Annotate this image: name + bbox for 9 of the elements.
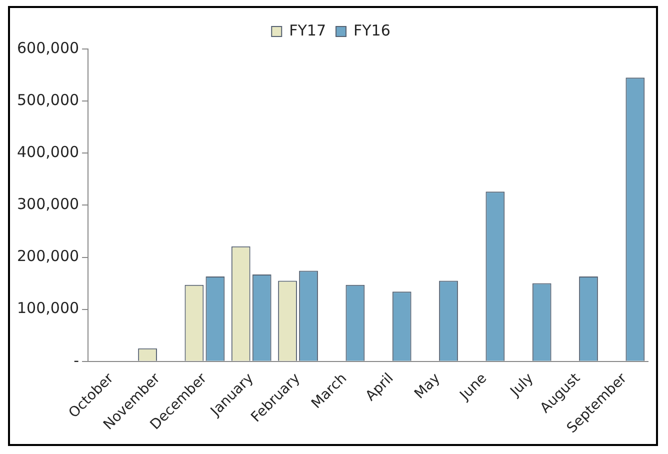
y-tick-label: 200,000: [17, 247, 80, 266]
legend-label: FY17: [289, 21, 326, 40]
legend-label: FY16: [354, 21, 390, 40]
y-tick-label: 100,000: [17, 299, 80, 318]
y-tick-label: 400,000: [17, 143, 80, 162]
y-tick-label: -: [74, 351, 80, 370]
y-tick-label: 600,000: [17, 38, 80, 57]
y-tick-label: 500,000: [17, 90, 80, 109]
y-tick-label: 300,000: [17, 195, 80, 214]
